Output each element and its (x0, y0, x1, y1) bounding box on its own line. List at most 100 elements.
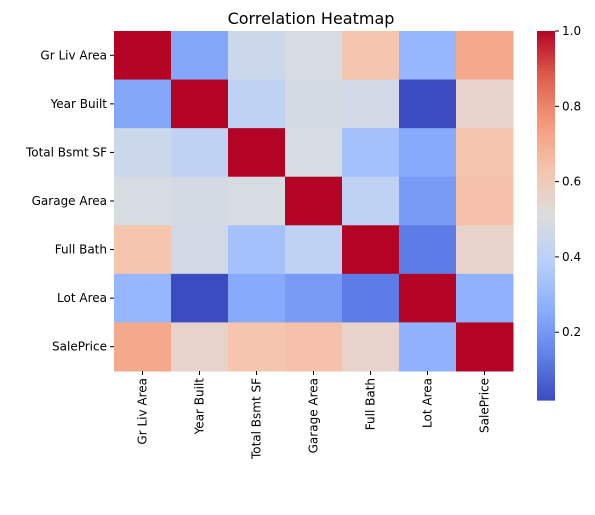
colorbar-segment (537, 64, 555, 69)
colorbar-segment (537, 221, 555, 226)
colorbar-segment (537, 381, 555, 386)
colorbar-segment (537, 126, 555, 131)
colorbar-segment (537, 344, 555, 349)
colorbar-segment (537, 83, 555, 87)
heatmap-cell (171, 322, 229, 372)
heatmap-cell (285, 225, 343, 275)
colorbar-segment (537, 175, 555, 180)
heatmap-cell (114, 176, 172, 226)
colorbar-segment (537, 49, 555, 54)
colorbar-segment (537, 200, 555, 204)
y-tick-label: Gr Liv Area (40, 48, 107, 62)
heatmap-cell (342, 79, 400, 129)
colorbar-segment (537, 304, 555, 309)
heatmap-cell (114, 31, 172, 81)
x-tick-label: SalePrice (478, 378, 492, 433)
colorbar-tick-label: 0.6 (562, 175, 581, 189)
colorbar-tick-label: 0.4 (562, 250, 581, 264)
heatmap-cell (285, 79, 343, 129)
colorbar-segment (537, 286, 555, 290)
heatmap-cell (456, 322, 514, 372)
colorbar-segment (537, 366, 555, 370)
colorbar-segment (537, 252, 555, 257)
colorbar-segment (537, 193, 555, 198)
colorbar-segment (537, 230, 555, 235)
y-tick-label: Year Built (50, 97, 108, 111)
colorbar-segment (537, 218, 555, 223)
colorbar-segment (537, 255, 555, 260)
y-tick-label: SalePrice (52, 340, 107, 354)
colorbar-segment (537, 264, 555, 269)
colorbar-segment (537, 384, 555, 389)
colorbar-segment (537, 114, 555, 118)
colorbar-segment (537, 316, 555, 321)
colorbar-segment (537, 70, 555, 75)
colorbar-segment (537, 277, 555, 281)
chart-title: Correlation Heatmap (228, 9, 395, 28)
colorbar-segment (537, 215, 555, 220)
heatmap-cell (171, 128, 229, 178)
colorbar-segment (537, 187, 555, 192)
y-tick-label: Total Bsmt SF (25, 145, 107, 159)
colorbar-segment (537, 298, 555, 303)
x-tick-label: Lot Area (421, 378, 435, 428)
colorbar-segment (537, 40, 555, 44)
colorbar-segment (537, 280, 555, 284)
colorbar-segment (537, 37, 555, 41)
colorbar-segment (537, 313, 555, 318)
x-tick-label: Total Bsmt SF (250, 378, 264, 460)
colorbar-segment (537, 341, 555, 346)
y-tick-labels: Gr Liv Area Year Built Total Bsmt SF Garage… (25, 48, 114, 354)
heatmap-cell (285, 322, 343, 372)
y-tick-label: Lot Area (57, 291, 107, 305)
heatmap-cell (228, 273, 286, 323)
colorbar-segment (537, 289, 555, 293)
heatmap-cell (399, 176, 457, 226)
colorbar-segment (537, 89, 555, 94)
colorbar-segment (537, 166, 555, 170)
colorbar-segment (537, 138, 555, 143)
heatmap-cell (399, 31, 457, 81)
heatmap-cell (114, 128, 172, 178)
colorbar-segment (537, 338, 555, 343)
heatmap-cell (228, 176, 286, 226)
x-tick-labels: Gr Liv Area Year Built Total Bsmt SF Garage… (136, 370, 492, 460)
colorbar-segment (537, 129, 555, 134)
heatmap-cell (285, 176, 343, 226)
colorbar-segment (537, 104, 555, 109)
colorbar-segment (537, 301, 555, 306)
colorbar-segment (537, 224, 555, 229)
colorbar-segment (537, 310, 555, 315)
colorbar-segment (537, 61, 555, 66)
x-tick-label: Garage Area (307, 378, 321, 453)
colorbar-segment (537, 283, 555, 287)
colorbar-segment (537, 46, 555, 51)
colorbar-segment (537, 157, 555, 161)
colorbar-segment (537, 209, 555, 214)
colorbar-segment (537, 80, 555, 84)
colorbar-segment (537, 74, 555, 78)
heatmap-cell (114, 322, 172, 372)
colorbar-segment (537, 110, 555, 115)
colorbar-segment (537, 329, 555, 333)
colorbar-segment (537, 240, 555, 244)
heatmap-cell (456, 225, 514, 275)
heatmap-cell (342, 128, 400, 178)
heatmap-cell (114, 79, 172, 129)
heatmap-cell (399, 225, 457, 275)
heatmap-cell (456, 79, 514, 129)
colorbar-segment (537, 184, 555, 189)
heatmap-cell (285, 31, 343, 81)
colorbar-segment (537, 243, 555, 247)
heatmap-cell (171, 273, 229, 323)
colorbar-segment (537, 55, 555, 60)
colorbar-segment (537, 67, 555, 72)
colorbar-segment (537, 154, 555, 158)
heatmap-cell (171, 176, 229, 226)
colorbar-segment (537, 326, 555, 330)
heatmap-cell (456, 128, 514, 178)
colorbar-segment (537, 332, 555, 337)
colorbar-segment (537, 323, 555, 327)
colorbar-segment (537, 369, 555, 373)
